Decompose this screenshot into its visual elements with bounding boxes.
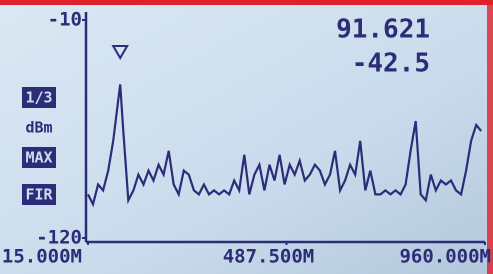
device-frame xyxy=(0,0,493,5)
x-tick-label: 487.500M xyxy=(223,246,315,268)
marker-frequency: 91.621 xyxy=(336,15,430,45)
x-tick-label: 960.000M xyxy=(399,246,491,268)
chart: 91.621 -42.5 1/3 dBm MAX FIR -10-12015.0… xyxy=(0,0,493,274)
page: 91.621 -42.5 1/3 dBm MAX FIR -10-12015.0… xyxy=(0,0,493,274)
filter-label: FIR xyxy=(25,186,53,204)
scale-label: 1/3 xyxy=(25,89,52,107)
mode-label: MAX xyxy=(25,149,52,167)
x-tick-label: 15.000M xyxy=(2,246,82,268)
device-frame xyxy=(487,0,493,274)
unit-label: dBm xyxy=(25,119,52,137)
marker-level: -42.5 xyxy=(352,49,430,79)
y-tick-label: -10 xyxy=(48,9,82,31)
